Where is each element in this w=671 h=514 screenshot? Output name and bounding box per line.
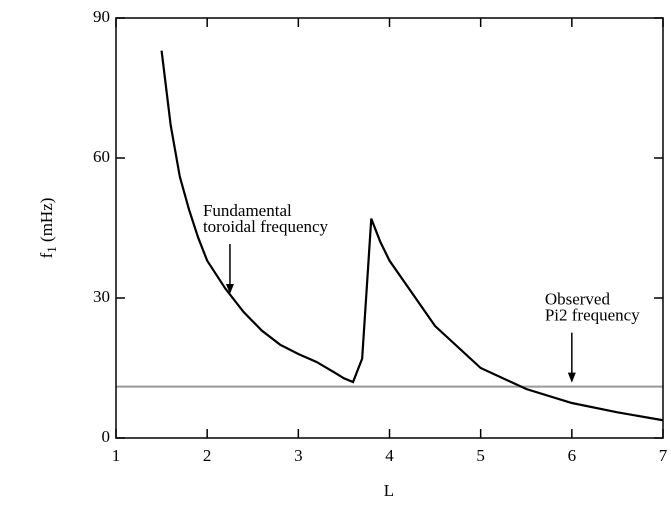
y-label-sub: 1 [44, 246, 59, 253]
y-tick-label: 90 [93, 7, 110, 26]
arrow-head [567, 372, 576, 383]
y-tick-label: 30 [93, 287, 110, 306]
y-axis-label: f1 (mHz) [37, 198, 59, 259]
x-tick-label: 4 [385, 446, 394, 465]
x-axis-label: L [384, 481, 394, 500]
x-tick-label: 5 [476, 446, 485, 465]
x-tick-label: 6 [568, 446, 577, 465]
curve [160, 50, 664, 422]
x-tick-label: 7 [659, 446, 668, 465]
y-label-unit: (mHz) [37, 198, 56, 247]
plot-frame [115, 17, 664, 439]
arrow-head [225, 284, 234, 294]
annotation-text: Pi2 frequency [545, 306, 640, 325]
x-tick-label: 2 [203, 446, 212, 465]
x-tick-label: 3 [294, 446, 303, 465]
y-tick-label: 60 [93, 147, 110, 166]
y-tick-label: 0 [102, 427, 111, 446]
x-tick-label: 1 [112, 446, 121, 465]
y-label-main: f [37, 252, 56, 258]
annotation-text: toroidal frequency [203, 217, 329, 236]
annotation-text: Fundamental [203, 201, 292, 220]
annotation-text: Observed [545, 290, 611, 309]
